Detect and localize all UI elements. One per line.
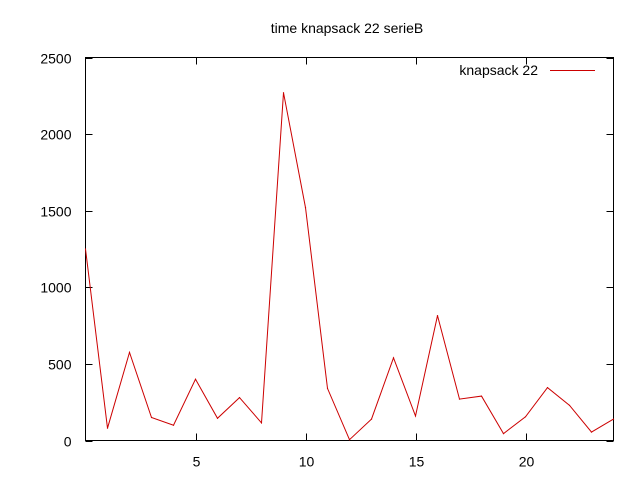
data-point: [194, 378, 197, 380]
chart-title: time knapsack 22 serieB: [271, 20, 424, 36]
data-point: [568, 404, 571, 406]
y-tick-label: 1000: [40, 280, 71, 296]
data-point: [128, 351, 131, 353]
axis-tick-labels: 0 500 1000 1500 2000 2500 5 10 15 20: [40, 51, 534, 470]
y-tick-label: 0: [64, 434, 72, 450]
data-point: [304, 207, 307, 209]
plot-frame: [85, 57, 614, 441]
x-tick-label: 10: [299, 454, 315, 470]
data-point: [502, 433, 505, 435]
series-layer: [84, 92, 615, 441]
x-tick-label: 5: [193, 454, 201, 470]
data-point: [150, 416, 153, 419]
data-point: [282, 92, 285, 94]
data-point: [260, 422, 263, 424]
y-tick-label: 1500: [40, 204, 71, 220]
y-tick-label: 2500: [40, 51, 71, 67]
data-point: [216, 417, 219, 419]
data-point: [84, 248, 87, 250]
axis-ticks: [85, 57, 614, 442]
legend: knapsack 22: [459, 62, 595, 78]
data-point: [326, 387, 329, 389]
data-point: [458, 398, 461, 400]
x-tick-label: 15: [409, 454, 425, 470]
data-point: [480, 395, 483, 397]
data-point: [436, 315, 439, 317]
data-point: [546, 387, 549, 389]
data-point: [612, 418, 615, 420]
legend-label: knapsack 22: [459, 62, 538, 78]
series-line: [85, 92, 614, 441]
data-point: [238, 397, 241, 399]
y-tick-label: 500: [48, 357, 72, 373]
x-tick-label: 20: [519, 454, 535, 470]
data-point: [590, 431, 593, 433]
data-point: [524, 416, 527, 418]
data-point: [414, 415, 417, 417]
y-tick-label: 2000: [40, 127, 71, 143]
data-point: [370, 418, 373, 420]
data-point: [392, 357, 395, 359]
data-point: [172, 424, 175, 426]
data-point: [106, 427, 109, 429]
data-point: [348, 439, 351, 441]
